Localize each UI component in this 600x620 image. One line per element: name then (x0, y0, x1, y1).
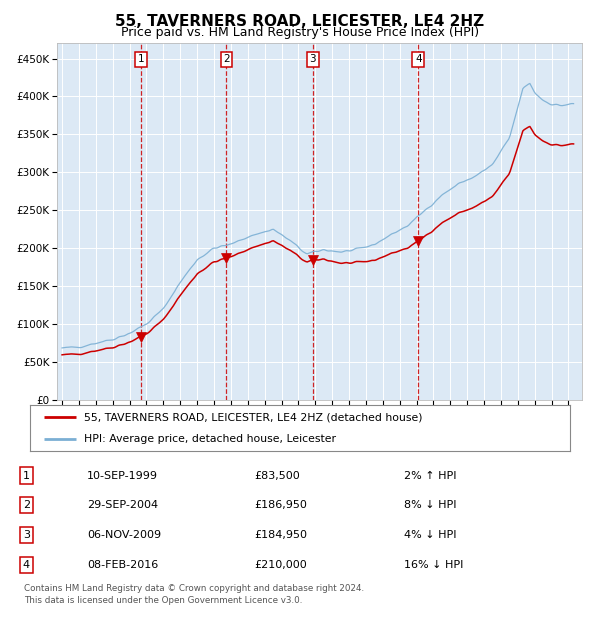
Text: 2: 2 (23, 500, 30, 510)
Text: 2: 2 (223, 55, 230, 64)
Text: 3: 3 (23, 530, 30, 540)
Text: 29-SEP-2004: 29-SEP-2004 (87, 500, 158, 510)
Text: 4: 4 (23, 560, 30, 570)
Text: £210,000: £210,000 (254, 560, 307, 570)
Text: 16% ↓ HPI: 16% ↓ HPI (404, 560, 463, 570)
Text: Contains HM Land Registry data © Crown copyright and database right 2024.
This d: Contains HM Land Registry data © Crown c… (24, 584, 364, 605)
Text: 4% ↓ HPI: 4% ↓ HPI (404, 530, 456, 540)
Text: 2% ↑ HPI: 2% ↑ HPI (404, 471, 456, 480)
Text: 1: 1 (138, 55, 145, 64)
Text: £83,500: £83,500 (254, 471, 299, 480)
Text: 3: 3 (310, 55, 316, 64)
Text: 08-FEB-2016: 08-FEB-2016 (87, 560, 158, 570)
Text: 55, TAVERNERS ROAD, LEICESTER, LE4 2HZ (detached house): 55, TAVERNERS ROAD, LEICESTER, LE4 2HZ (… (84, 412, 422, 422)
Text: 8% ↓ HPI: 8% ↓ HPI (404, 500, 456, 510)
Text: £184,950: £184,950 (254, 530, 307, 540)
Text: 4: 4 (415, 55, 422, 64)
Text: HPI: Average price, detached house, Leicester: HPI: Average price, detached house, Leic… (84, 434, 336, 444)
Text: £186,950: £186,950 (254, 500, 307, 510)
Text: Price paid vs. HM Land Registry's House Price Index (HPI): Price paid vs. HM Land Registry's House … (121, 26, 479, 39)
Text: 1: 1 (23, 471, 30, 480)
Text: 55, TAVERNERS ROAD, LEICESTER, LE4 2HZ: 55, TAVERNERS ROAD, LEICESTER, LE4 2HZ (115, 14, 485, 29)
Text: 06-NOV-2009: 06-NOV-2009 (87, 530, 161, 540)
Text: 10-SEP-1999: 10-SEP-1999 (87, 471, 158, 480)
